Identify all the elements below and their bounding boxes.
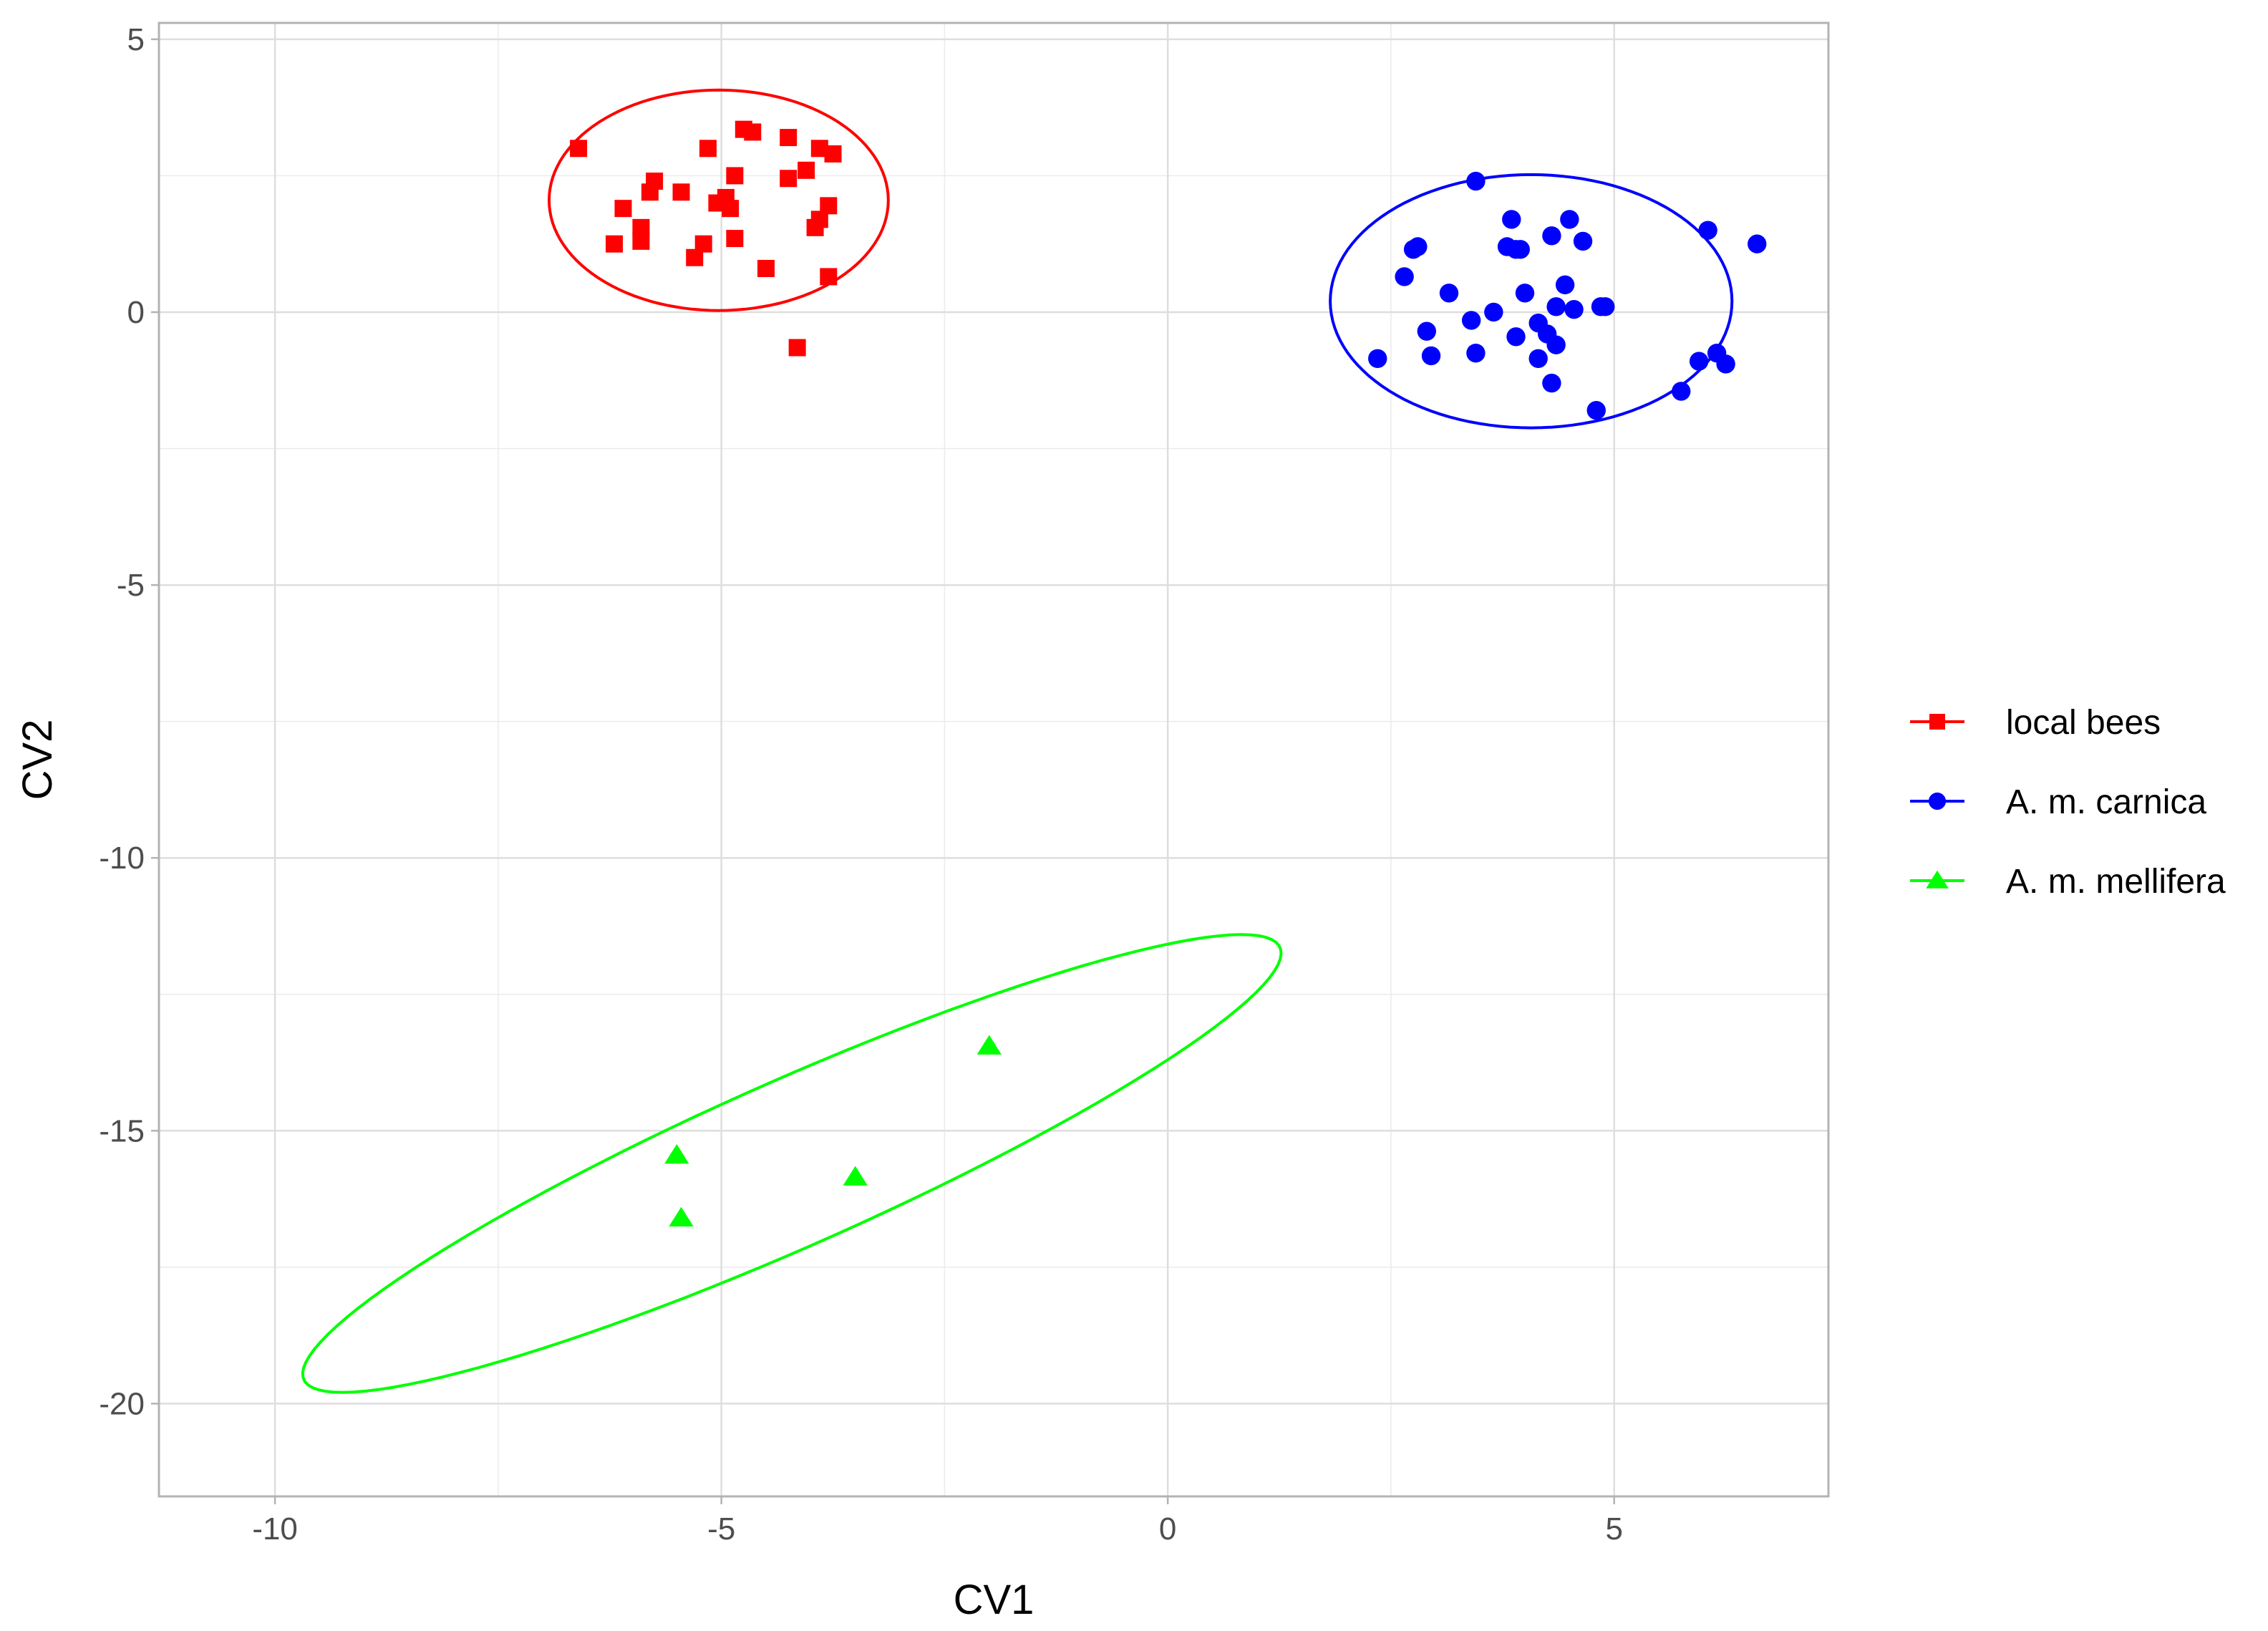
legend-label: A. m. mellifera <box>2006 863 2226 901</box>
point-triangle <box>976 1035 1002 1055</box>
point-square <box>646 173 664 190</box>
x-tick-label: 0 <box>1159 1511 1176 1547</box>
point-square <box>820 197 838 215</box>
point-triangle <box>843 1166 868 1186</box>
legend-item: local bees <box>1910 704 2161 742</box>
point-circle <box>1542 226 1561 246</box>
point-square <box>694 235 712 253</box>
point-square <box>780 129 798 147</box>
y-tick-label: 5 <box>127 22 145 57</box>
point-circle <box>1689 352 1709 371</box>
point-square <box>632 232 650 250</box>
point-circle <box>1716 354 1735 374</box>
plot-panel <box>159 23 1828 1496</box>
point-circle <box>1417 321 1437 341</box>
point-square <box>757 260 775 277</box>
y-axis-ticks: 5 0 -5 -10 -15 -20 <box>99 22 159 1421</box>
point-square <box>824 145 842 163</box>
major-gridlines <box>159 23 1828 1496</box>
y-tick-label: 0 <box>127 295 145 330</box>
point-circle <box>1395 267 1414 286</box>
legend-item: A. m. mellifera <box>1910 863 2226 901</box>
data-points <box>570 120 1767 1226</box>
x-axis-title: CV1 <box>954 1577 1034 1623</box>
point-square <box>614 200 632 218</box>
x-axis-ticks: -10 -5 0 5 <box>252 1496 1623 1547</box>
point-circle <box>1461 311 1481 330</box>
point-circle <box>1515 284 1535 303</box>
legend-key-marker <box>1928 792 1947 810</box>
point-circle <box>1542 373 1561 393</box>
point-circle <box>1439 284 1459 303</box>
point-circle <box>1484 302 1503 322</box>
ellipse-circle <box>1329 173 1734 430</box>
legend-key-marker <box>1926 870 1949 889</box>
point-circle <box>1546 297 1566 316</box>
y-tick-label: -15 <box>99 1113 145 1148</box>
point-circle <box>1421 346 1441 366</box>
legend: local bees A. m. carnica A. m. mellifera <box>1910 704 2226 901</box>
point-circle <box>1596 297 1615 316</box>
point-square <box>744 123 762 141</box>
y-tick-label: -5 <box>117 568 145 603</box>
point-circle <box>1502 210 1521 229</box>
point-circle <box>1564 299 1584 319</box>
point-circle <box>1555 275 1575 295</box>
point-circle <box>1698 221 1717 240</box>
x-tick-label: 5 <box>1605 1511 1622 1547</box>
point-circle <box>1573 231 1593 251</box>
point-square <box>726 167 744 185</box>
point-circle <box>1466 171 1486 191</box>
y-axis-title: CV2 <box>14 720 61 800</box>
point-circle <box>1560 210 1579 229</box>
point-square <box>788 339 806 357</box>
point-square <box>606 235 623 253</box>
point-circle <box>1466 343 1486 363</box>
ellipse-triangle <box>301 933 1283 1394</box>
point-circle <box>1748 234 1767 253</box>
legend-label: A. m. carnica <box>2006 783 2206 821</box>
point-square <box>699 140 717 158</box>
point-circle <box>1672 382 1691 401</box>
point-square <box>726 230 744 248</box>
y-tick-label: -10 <box>99 841 145 876</box>
confidence-ellipses <box>301 88 1734 1394</box>
point-square <box>820 268 838 286</box>
legend-item: A. m. carnica <box>1910 783 2206 821</box>
x-tick-label: -5 <box>707 1511 735 1547</box>
point-circle <box>1511 240 1530 259</box>
point-circle <box>1586 400 1606 420</box>
point-circle <box>1528 349 1548 368</box>
point-square <box>570 140 588 158</box>
point-square <box>780 170 798 188</box>
point-triangle <box>669 1206 694 1226</box>
point-circle <box>1408 237 1428 256</box>
point-circle <box>1546 335 1566 354</box>
point-triangle <box>664 1144 689 1164</box>
point-square <box>672 183 690 201</box>
point-circle <box>1506 327 1526 347</box>
point-square <box>798 161 815 179</box>
legend-label: local bees <box>2006 704 2161 742</box>
legend-key-marker <box>1929 714 1945 730</box>
x-tick-label: -10 <box>252 1511 298 1547</box>
point-square <box>722 200 740 218</box>
point-circle <box>1368 349 1387 368</box>
y-tick-label: -20 <box>99 1386 145 1421</box>
panel-border <box>158 21 1830 1498</box>
ellipse-square <box>547 88 890 312</box>
